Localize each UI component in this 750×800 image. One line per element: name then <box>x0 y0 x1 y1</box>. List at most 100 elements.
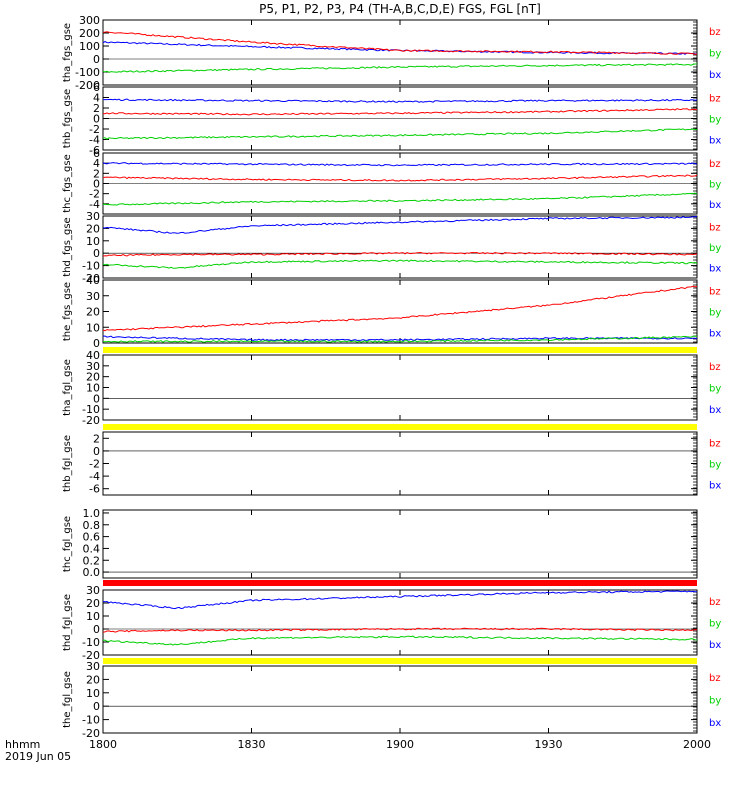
legend-bx: bx <box>709 640 721 651</box>
y-axis-label: the_fgs_gse <box>62 282 73 341</box>
y-axis-label: thd_fgs_gse <box>62 217 73 276</box>
series-line-bz <box>102 627 698 633</box>
legend-by: by <box>709 308 721 319</box>
legend-bx: bx <box>709 264 721 275</box>
y-tick-label: 20 <box>86 673 100 686</box>
y-tick-label: 0 <box>93 113 100 126</box>
y-tick-label: 40 <box>86 274 100 287</box>
y-tick-label: 0 <box>93 445 100 458</box>
legend-bx: bx <box>709 136 721 147</box>
y-tick-label: 20 <box>86 597 100 610</box>
series-line-bx <box>102 335 698 342</box>
series-line-by <box>102 635 698 646</box>
y-tick-label: 0 <box>93 623 100 636</box>
x-tick-label: 1900 <box>386 738 414 751</box>
y-axis-label: the_fgl_gse <box>62 671 73 728</box>
y-tick-label: -20 <box>82 414 100 427</box>
quality-flag-bar <box>103 580 697 586</box>
legend-bx: bx <box>709 481 721 492</box>
y-tick-label: 0.8 <box>83 519 101 532</box>
y-tick-label: 200 <box>79 27 100 40</box>
quality-flag-bar <box>103 424 697 430</box>
y-tick-label: 30 <box>86 210 100 223</box>
y-tick-label: -6 <box>89 144 100 157</box>
y-tick-label: 0 <box>93 178 100 191</box>
legend-bz: bz <box>709 27 721 38</box>
y-tick-label: -6 <box>89 483 100 496</box>
legend-by: by <box>709 243 721 254</box>
series-line-bz <box>102 108 698 116</box>
y-tick-label: 0.2 <box>83 554 101 567</box>
panel-frame <box>102 215 698 279</box>
y-tick-label: 20 <box>86 371 100 384</box>
y-tick-label: 10 <box>86 235 100 248</box>
series-line-by <box>102 259 698 269</box>
legend-bz: bz <box>709 287 721 298</box>
y-tick-label: 0 <box>93 392 100 405</box>
y-tick-label: 2 <box>93 432 100 445</box>
series-line-bx <box>102 216 698 234</box>
legend-bx: bx <box>709 70 721 81</box>
y-tick-label: 0.4 <box>83 542 101 555</box>
y-tick-label: 0 <box>93 247 100 260</box>
y-tick-label: 10 <box>86 610 100 623</box>
panel-frame <box>102 431 698 496</box>
series-line-bz <box>102 285 698 332</box>
y-tick-label: 4 <box>93 157 100 170</box>
y-tick-label: 10 <box>86 321 100 334</box>
series-line-by <box>102 335 698 343</box>
y-tick-label: 0.6 <box>83 531 101 544</box>
panel-the_fgs_gse: 40 30 20 10 0 the_fgs_gse bz by bx <box>62 274 721 350</box>
y-tick-label: 300 <box>79 14 100 27</box>
series-line-bx <box>102 590 697 610</box>
legend-bx: bx <box>709 200 721 211</box>
y-tick-label: -10 <box>82 403 100 416</box>
legend-by: by <box>709 696 721 707</box>
legend-by: by <box>709 115 721 126</box>
y-tick-label: 6 <box>93 147 100 160</box>
series-line-bx <box>103 98 698 103</box>
y-tick-label: -2 <box>89 458 100 471</box>
y-axis-label: tha_fgl_gse <box>62 359 73 416</box>
series-line-bz <box>102 31 698 55</box>
y-tick-label: 20 <box>86 222 100 235</box>
panel-frame <box>102 665 698 734</box>
y-tick-label: -200 <box>75 79 100 92</box>
panel-frame <box>102 589 698 656</box>
time-label-hhmm: hhmm <box>5 738 40 751</box>
x-tick-label: 1930 <box>535 738 563 751</box>
y-tick-label: 0 <box>93 700 100 713</box>
y-tick-label: 10 <box>86 687 100 700</box>
y-tick-label: -4 <box>89 134 100 147</box>
y-tick-label: -20 <box>82 727 100 740</box>
y-axis-label: thd_fgl_gse <box>62 594 73 651</box>
y-tick-label: -4 <box>89 198 100 211</box>
legend-bz: bz <box>709 94 721 105</box>
panel-frame <box>102 279 698 344</box>
x-tick-label: 1830 <box>238 738 266 751</box>
y-axis-label: thb_fgs_gse <box>62 89 73 148</box>
y-tick-label: -10 <box>82 260 100 273</box>
y-tick-label: -20 <box>82 649 100 662</box>
y-tick-label: 100 <box>79 40 100 53</box>
series-line-by <box>102 63 698 73</box>
panel-frame <box>102 354 698 421</box>
x-tick-label: 1800 <box>89 738 117 751</box>
y-tick-label: 20 <box>86 306 100 319</box>
y-tick-label: -2 <box>89 123 100 136</box>
legend-bx: bx <box>709 329 721 340</box>
series-line-by <box>102 192 698 206</box>
y-tick-label: 4 <box>93 92 100 105</box>
time-label-date: 2019 Jun 05 <box>5 750 71 763</box>
series-line-bz <box>102 251 698 257</box>
y-tick-label: -10 <box>82 714 100 727</box>
y-tick-label: 30 <box>86 360 100 373</box>
y-tick-label: 0 <box>93 53 100 66</box>
